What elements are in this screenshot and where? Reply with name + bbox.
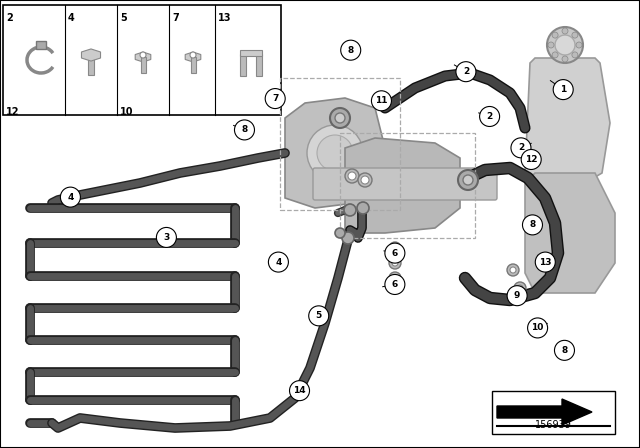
Circle shape	[385, 275, 405, 294]
Polygon shape	[345, 138, 460, 233]
Circle shape	[389, 257, 401, 269]
FancyBboxPatch shape	[492, 391, 615, 434]
Circle shape	[308, 306, 329, 326]
Circle shape	[392, 275, 398, 281]
Text: 1: 1	[560, 85, 566, 94]
Text: 4: 4	[68, 13, 75, 23]
Circle shape	[289, 381, 310, 401]
FancyBboxPatch shape	[88, 55, 94, 75]
Circle shape	[517, 285, 523, 291]
Text: 13: 13	[539, 258, 552, 267]
Circle shape	[511, 138, 531, 158]
Text: 10: 10	[531, 323, 544, 332]
Circle shape	[389, 242, 401, 254]
Circle shape	[190, 52, 196, 58]
Circle shape	[507, 264, 519, 276]
Circle shape	[330, 108, 350, 128]
Circle shape	[345, 169, 359, 183]
Circle shape	[317, 135, 353, 171]
FancyBboxPatch shape	[3, 5, 281, 115]
Text: 13: 13	[218, 13, 232, 23]
Circle shape	[514, 282, 526, 294]
Text: 12: 12	[6, 107, 19, 117]
Text: 6: 6	[392, 280, 398, 289]
Circle shape	[389, 272, 401, 284]
Text: 11: 11	[375, 96, 388, 105]
Circle shape	[385, 243, 405, 263]
Polygon shape	[497, 399, 592, 425]
Text: 156939: 156939	[535, 420, 572, 430]
Circle shape	[140, 52, 146, 58]
Circle shape	[335, 113, 345, 123]
Circle shape	[458, 170, 478, 190]
Circle shape	[552, 32, 558, 38]
Text: 8: 8	[561, 346, 568, 355]
Text: 4: 4	[67, 193, 74, 202]
Circle shape	[392, 260, 398, 266]
Text: 8: 8	[241, 125, 248, 134]
Text: 12: 12	[525, 155, 538, 164]
Circle shape	[553, 80, 573, 99]
Text: 7: 7	[172, 13, 179, 23]
Text: 8: 8	[348, 46, 354, 55]
Circle shape	[527, 318, 548, 338]
Polygon shape	[81, 49, 100, 61]
Circle shape	[340, 40, 361, 60]
Text: 2: 2	[518, 143, 524, 152]
Circle shape	[507, 286, 527, 306]
Circle shape	[371, 91, 392, 111]
Polygon shape	[135, 52, 151, 62]
Circle shape	[521, 150, 541, 169]
Circle shape	[572, 52, 578, 58]
FancyBboxPatch shape	[240, 50, 262, 56]
Text: 5: 5	[316, 311, 322, 320]
Text: 2: 2	[6, 13, 13, 23]
Circle shape	[535, 252, 556, 272]
Text: 2: 2	[463, 67, 469, 76]
Polygon shape	[525, 58, 610, 183]
Text: 8: 8	[529, 220, 536, 229]
Circle shape	[361, 176, 369, 184]
Circle shape	[307, 125, 363, 181]
Circle shape	[268, 252, 289, 272]
Circle shape	[562, 56, 568, 62]
Polygon shape	[185, 52, 201, 62]
FancyBboxPatch shape	[313, 168, 497, 200]
FancyBboxPatch shape	[141, 57, 145, 73]
Polygon shape	[285, 98, 385, 208]
Circle shape	[348, 172, 356, 180]
FancyBboxPatch shape	[256, 54, 262, 76]
Circle shape	[456, 62, 476, 82]
Circle shape	[358, 173, 372, 187]
Text: 14: 14	[293, 386, 306, 395]
Circle shape	[576, 42, 582, 48]
Text: 2: 2	[486, 112, 493, 121]
Text: 6: 6	[392, 249, 398, 258]
Circle shape	[392, 245, 398, 251]
FancyBboxPatch shape	[191, 57, 195, 73]
Text: 4: 4	[275, 258, 282, 267]
Circle shape	[554, 340, 575, 360]
Circle shape	[555, 35, 575, 55]
Circle shape	[265, 89, 285, 108]
Circle shape	[335, 228, 345, 238]
Circle shape	[562, 28, 568, 34]
Circle shape	[547, 27, 583, 63]
Circle shape	[156, 228, 177, 247]
Circle shape	[479, 107, 500, 126]
Text: 5: 5	[120, 13, 127, 23]
Circle shape	[510, 267, 516, 273]
Circle shape	[60, 187, 81, 207]
Circle shape	[548, 42, 554, 48]
Text: 10: 10	[120, 107, 134, 117]
Circle shape	[344, 204, 356, 216]
Circle shape	[342, 232, 354, 244]
Text: 3: 3	[163, 233, 170, 242]
Circle shape	[234, 120, 255, 140]
Circle shape	[552, 52, 558, 58]
Text: 7: 7	[272, 94, 278, 103]
Circle shape	[522, 215, 543, 235]
FancyBboxPatch shape	[36, 41, 46, 49]
Polygon shape	[525, 173, 615, 293]
